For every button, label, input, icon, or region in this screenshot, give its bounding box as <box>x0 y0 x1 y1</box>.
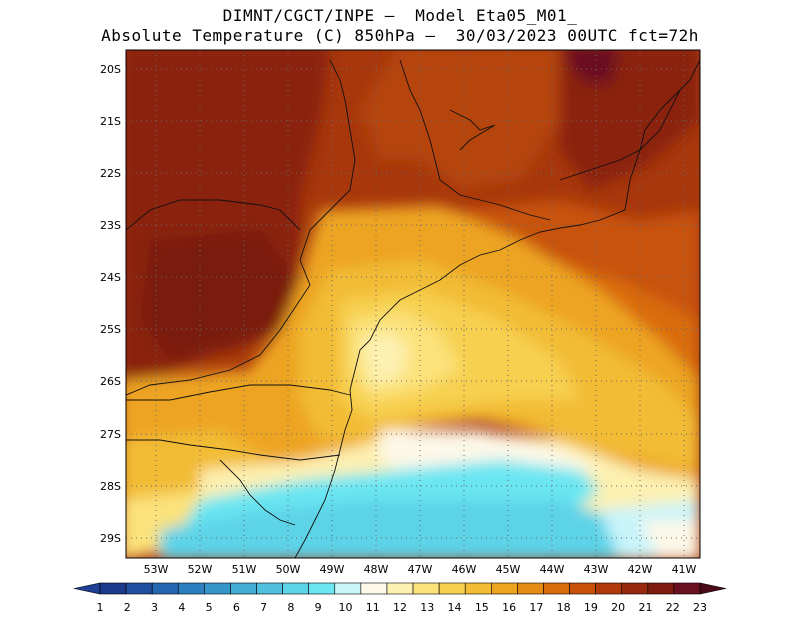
lon-label: 51W <box>232 563 257 576</box>
lat-label: 28S <box>100 480 121 493</box>
colorbar-label: 2 <box>124 601 131 614</box>
coastline <box>294 59 700 558</box>
colorbar-swatch <box>230 582 257 595</box>
colorbar-label: 23 <box>693 601 707 614</box>
lat-label: 20S <box>100 63 121 76</box>
colorbar-high-arrow <box>699 582 727 595</box>
lat-label: 24S <box>100 271 121 284</box>
lon-label: 44W <box>540 563 565 576</box>
lon-label: 43W <box>584 563 609 576</box>
lat-label: 21S <box>100 115 121 128</box>
colorbar-label: 6 <box>233 601 240 614</box>
colorbar-swatch <box>308 582 336 595</box>
colorbar-swatch <box>99 582 127 595</box>
lat-label: 29S <box>100 532 121 545</box>
lon-label: 49W <box>320 563 345 576</box>
colorbar-label: 9 <box>315 601 322 614</box>
colorbar-label: 13 <box>420 601 434 614</box>
colorbar-label: 20 <box>611 601 625 614</box>
colorbar-swatch <box>256 582 283 595</box>
lat-label: 25S <box>100 323 121 336</box>
lon-label: 50W <box>276 563 301 576</box>
colorbar-label: 12 <box>393 601 407 614</box>
map-frame <box>125 49 701 559</box>
lat-label: 23S <box>100 219 121 232</box>
colorbar-label: 5 <box>206 601 213 614</box>
colorbar-label: 19 <box>584 601 598 614</box>
map-gridlines <box>126 50 700 558</box>
lon-label: 46W <box>452 563 477 576</box>
colorbar-label: 21 <box>638 601 652 614</box>
colorbar-label: 17 <box>529 601 543 614</box>
colorbar-label: 11 <box>366 601 380 614</box>
lat-label: 22S <box>100 167 121 180</box>
colorbar-label: 14 <box>448 601 462 614</box>
state-border <box>126 299 301 396</box>
colorbar-swatch <box>569 582 596 595</box>
colorbar-label: 3 <box>151 601 158 614</box>
state-border <box>299 59 356 301</box>
colorbar-swatch <box>621 582 649 595</box>
lon-label: 41W <box>672 563 697 576</box>
map-title-line1: DIMNT/CGCT/INPE – Model Eta05_M01_ <box>222 6 578 25</box>
colorbar-swatch <box>673 582 701 595</box>
colorbar-label: 8 <box>287 601 294 614</box>
colorbar-swatch <box>151 582 179 595</box>
lon-label: 52W <box>188 563 213 576</box>
temperature-field <box>126 50 700 558</box>
lon-label: 45W <box>496 563 521 576</box>
colorbar-swatch <box>282 582 309 595</box>
colorbar-swatch <box>438 582 466 595</box>
colorbar-swatch <box>412 582 440 595</box>
colorbar-swatch <box>595 582 623 595</box>
longitude-labels: 53W 52W 51W 50W 49W 48W 47W 46W 45W 44W 43W 42W 41W <box>144 563 697 576</box>
colorbar-swatch <box>334 582 362 595</box>
colorbar-swatch <box>204 582 231 595</box>
colorbar-swatch <box>177 582 205 595</box>
colorbar-label: 15 <box>475 601 489 614</box>
state-border <box>399 59 551 221</box>
colorbar-swatch <box>125 582 153 595</box>
colorbar-low-arrow <box>73 582 101 595</box>
latitude-labels: 20S 21S 22S 23S 24S 25S 26S 27S 28S 29S <box>100 63 121 545</box>
lat-label: 26S <box>100 375 121 388</box>
lon-label: 47W <box>408 563 433 576</box>
colorbar-swatch <box>386 582 414 595</box>
colorbar-swatch <box>647 582 675 595</box>
country-border <box>219 459 296 526</box>
colorbar-swatch <box>360 582 388 595</box>
lon-label: 42W <box>628 563 653 576</box>
lon-label: 53W <box>144 563 169 576</box>
colorbar-label: 22 <box>666 601 680 614</box>
colorbar-label: 7 <box>260 601 267 614</box>
lat-label: 27S <box>100 428 121 441</box>
lon-label: 48W <box>364 563 389 576</box>
colorbar: 1 2 3 4 5 6 7 8 9 10 11 12 13 14 15 16 17 18 19 20 21 22 23 <box>73 582 727 614</box>
colorbar-swatch <box>491 582 518 595</box>
colorbar-swatch <box>517 582 544 595</box>
colorbar-swatch <box>464 582 492 595</box>
colorbar-label: 10 <box>338 601 352 614</box>
colorbar-label: 18 <box>557 601 571 614</box>
coastline-borders <box>126 59 700 558</box>
state-border <box>126 199 301 231</box>
state-border <box>449 109 496 151</box>
state-border <box>126 439 341 461</box>
state-border <box>126 384 351 401</box>
colorbar-label: 1 <box>97 601 104 614</box>
map-title-line2: Absolute Temperature (C) 850hPa – 30/03/… <box>101 26 699 45</box>
colorbar-label: 16 <box>502 601 516 614</box>
colorbar-label: 4 <box>178 601 185 614</box>
state-border <box>559 89 681 181</box>
colorbar-swatch <box>543 582 570 595</box>
